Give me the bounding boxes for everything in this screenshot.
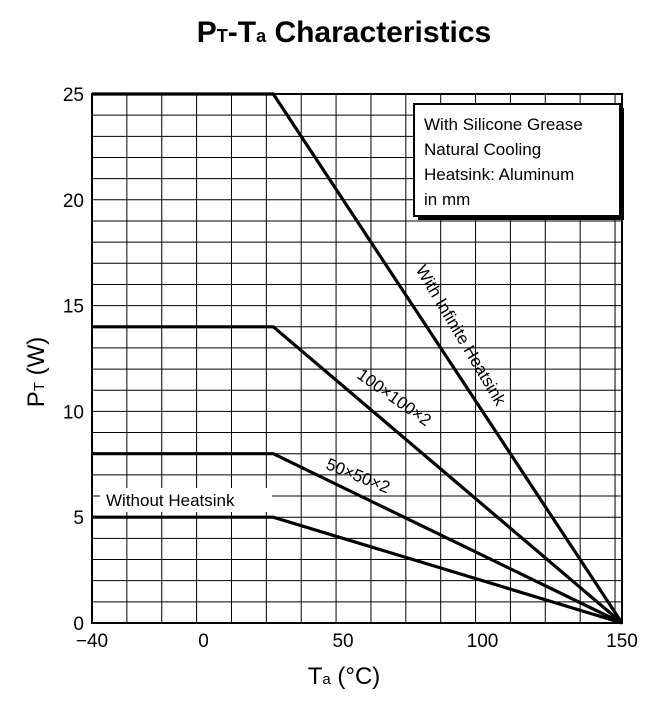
grid <box>91 93 622 624</box>
y-tick-label: 0 <box>73 614 84 635</box>
x-tick-label: 100 <box>467 631 499 652</box>
y-axis-label-main: P <box>23 391 50 407</box>
y-tick-label: 20 <box>63 191 84 212</box>
legend-line-1: With Silicone Grease <box>424 115 583 134</box>
title-t: T <box>238 16 256 49</box>
x-tick-label: 0 <box>198 631 209 652</box>
x-axis-label-main: T <box>308 663 323 690</box>
x-axis-label-sub: a <box>322 671 331 688</box>
x-tick-label: 50 <box>332 631 353 652</box>
series-line-1 <box>92 325 624 625</box>
legend-line-4: in mm <box>424 190 470 209</box>
y-tick-label: 5 <box>73 508 84 529</box>
series-group <box>92 92 624 625</box>
legend-box-frame <box>413 103 621 217</box>
y-tick-label: 15 <box>63 297 84 318</box>
y-axis-label-sub: T <box>31 382 48 391</box>
title-t-subscript: a <box>256 26 267 46</box>
label-without-heatsink: Without Heatsink <box>106 491 235 510</box>
series-line-3 <box>92 515 623 625</box>
title-dash: - <box>228 16 238 49</box>
chart-title: PT-Ta Characteristics <box>197 16 491 49</box>
legend-line-3: Heatsink: Aluminum <box>424 165 574 184</box>
x-axis-label-units: (°C) <box>331 663 381 690</box>
legend-box: With Silicone Grease Natural Cooling Hea… <box>413 103 624 220</box>
x-axis-label: Ta (°C) <box>308 663 381 690</box>
plot-border <box>91 93 623 624</box>
y-tick-labels: 0 5 10 15 20 25 <box>63 85 84 635</box>
x-tick-label: 150 <box>606 631 638 652</box>
y-tick-label: 25 <box>63 85 84 106</box>
series-line-2 <box>92 452 623 625</box>
x-tick-labels: −40 0 50 100 150 <box>76 631 638 652</box>
series-line-0 <box>92 92 624 624</box>
plot-frame <box>91 93 623 624</box>
title-p: P <box>197 16 217 49</box>
label-without-heatsink-bg <box>100 488 272 512</box>
y-axis-label: PT (W) <box>23 337 50 408</box>
label-infinite-heatsink: With Infinite Heatsink <box>412 262 510 409</box>
title-rest: Characteristics <box>266 16 491 49</box>
label-100x100x2: 100×100×2 <box>354 365 435 430</box>
y-tick-label: 10 <box>63 402 84 423</box>
title-p-subscript: T <box>217 26 228 46</box>
legend-line-2: Natural Cooling <box>424 140 541 159</box>
label-50x50x2: 50×50×2 <box>323 455 392 498</box>
x-tick-label: −40 <box>76 631 108 652</box>
y-axis-label-units: (W) <box>23 337 50 382</box>
